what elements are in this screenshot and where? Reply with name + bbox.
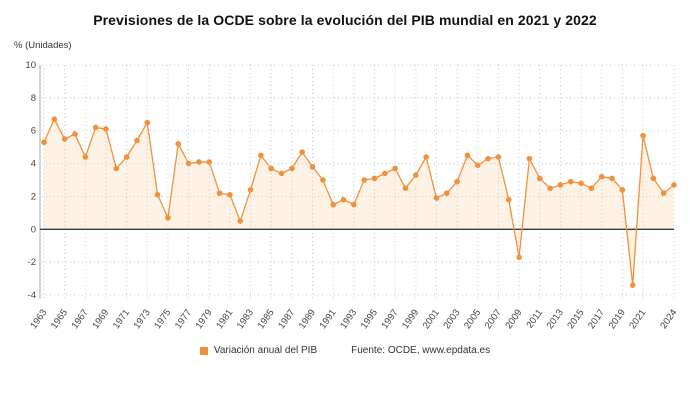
svg-text:1983: 1983 (235, 307, 256, 331)
svg-text:2001: 2001 (421, 307, 442, 331)
x-tick-labels: 1963 1965 1967 1969 1971 1973 1975 1977 1979 1981… (28, 307, 679, 331)
svg-text:2021: 2021 (627, 307, 648, 331)
svg-text:6: 6 (31, 126, 36, 137)
svg-text:2007: 2007 (483, 307, 504, 331)
source-text: Fuente: OCDE, www.epdata.es (351, 345, 490, 356)
svg-text:1969: 1969 (90, 307, 111, 331)
svg-text:1963: 1963 (28, 307, 49, 331)
svg-text:1999: 1999 (400, 307, 421, 331)
data-points (41, 116, 677, 288)
svg-text:2: 2 (31, 191, 36, 202)
svg-text:1977: 1977 (173, 307, 194, 331)
svg-text:-4: -4 (28, 290, 36, 301)
axes (39, 65, 674, 299)
svg-text:-2: -2 (28, 257, 36, 268)
svg-text:1997: 1997 (379, 307, 400, 331)
svg-text:1993: 1993 (338, 307, 359, 331)
svg-text:2017: 2017 (586, 307, 607, 331)
legend-label: Variación anual del PIB (213, 345, 318, 356)
svg-text:1989: 1989 (297, 307, 318, 331)
area-fill (44, 119, 674, 286)
svg-text:1987: 1987 (276, 307, 297, 331)
svg-text:1991: 1991 (318, 307, 339, 331)
svg-text:1967: 1967 (70, 307, 91, 331)
legend-swatch (199, 346, 208, 355)
svg-text:1995: 1995 (359, 307, 380, 331)
svg-text:2015: 2015 (565, 307, 586, 331)
svg-text:1973: 1973 (132, 307, 153, 331)
gdp-line-chart: 10 8 6 4 2 0 -2 -4 1963 1965 1967 1969 1971 1973 1975… (25, 60, 679, 331)
svg-text:1985: 1985 (256, 307, 277, 331)
grid-lines (42, 64, 675, 299)
svg-text:2009: 2009 (503, 307, 524, 331)
svg-text:10: 10 (25, 60, 36, 71)
svg-text:2019: 2019 (607, 307, 628, 331)
svg-text:2013: 2013 (545, 307, 566, 331)
y-tick-labels: 10 8 6 4 2 0 -2 -4 (25, 60, 36, 301)
svg-text:1965: 1965 (49, 307, 70, 331)
svg-text:1979: 1979 (194, 307, 215, 331)
svg-text:2005: 2005 (462, 307, 483, 331)
svg-text:0: 0 (31, 224, 36, 235)
svg-text:1971: 1971 (111, 307, 132, 331)
svg-text:4: 4 (31, 159, 36, 170)
svg-text:1981: 1981 (214, 307, 235, 331)
chart-area: 10 8 6 4 2 0 -2 -4 1963 1965 1967 1969 1971 1973 1975… (0, 53, 690, 345)
legend: Variación anual del PIB Fuente: OCDE, ww… (0, 345, 690, 356)
epdata-link[interactable]: www.epdata.es (422, 345, 491, 356)
page-title: Previsiones de la OCDE sobre la evolució… (93, 12, 597, 28)
svg-text:8: 8 (31, 93, 36, 104)
svg-text:2003: 2003 (441, 307, 462, 331)
source-prefix: Fuente: OCDE, (351, 345, 423, 356)
svg-text:2011: 2011 (524, 307, 545, 330)
svg-text:1975: 1975 (152, 307, 173, 331)
y-axis-unit-label: % (Unidades) (14, 40, 72, 51)
svg-text:2024: 2024 (658, 307, 679, 331)
